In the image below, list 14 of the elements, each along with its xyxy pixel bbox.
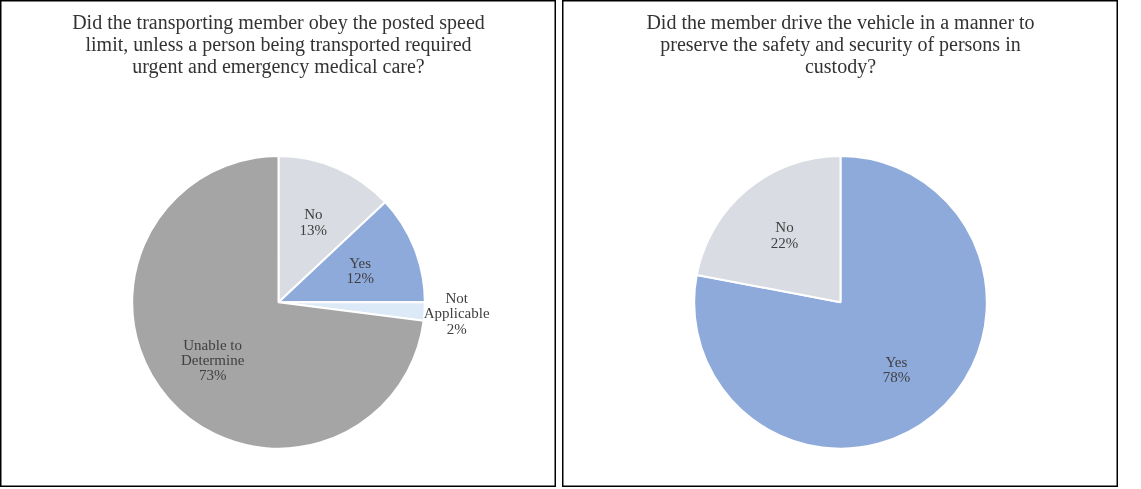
slice-label: Unable to Determine [181,336,245,369]
data-label: 73% [198,367,227,384]
data-label: 22% [770,234,799,251]
data-label: 78% [882,369,911,386]
chart-title: Did the transporting member obey the posted speed limit, unless a person being transported required urgent and emergency medical care? [72,11,485,79]
slice-label: No [304,206,323,223]
slice-label: Not Applicable [423,290,490,322]
slice-label: No [775,219,794,236]
data-label: 13% [299,221,328,238]
chart-title: Did the member drive the vehicle in a manner to preserve the safety and security of persons in custody? [646,11,1035,79]
data-label: 12% [346,269,374,286]
slice-label: Yes [349,254,372,271]
data-label: 2% [446,320,467,337]
slice-label: Yes [885,354,908,371]
